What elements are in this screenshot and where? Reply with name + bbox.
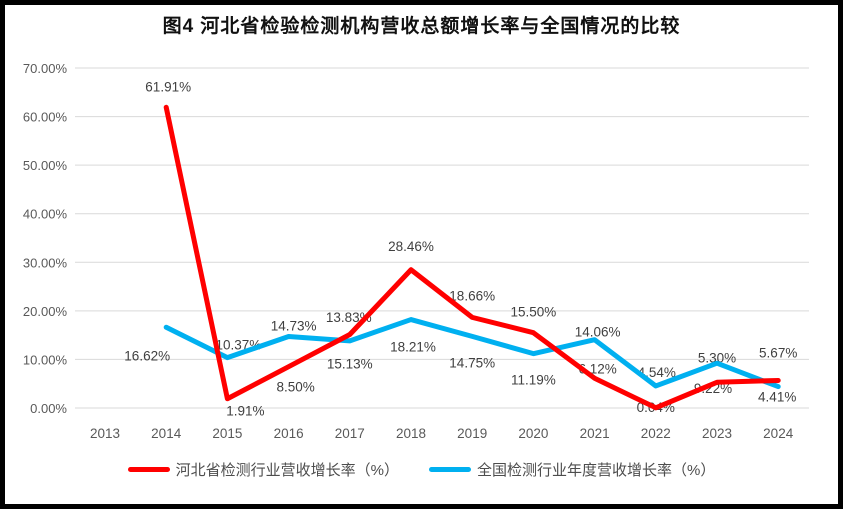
data-label: 18.66% bbox=[449, 288, 495, 303]
data-label: 4.54% bbox=[638, 365, 676, 380]
x-axis-tick: 2015 bbox=[212, 426, 242, 441]
x-axis-tick: 2018 bbox=[396, 426, 426, 441]
chart-title: 图4 河北省检验检测机构营收总额增长率与全国情况的比较 bbox=[162, 16, 681, 37]
y-axis-tick: 0.00% bbox=[30, 401, 67, 416]
x-axis-tick: 2020 bbox=[518, 426, 548, 441]
x-axis-tick: 2017 bbox=[335, 426, 365, 441]
x-axis-tick: 2024 bbox=[763, 426, 794, 441]
data-label: 61.91% bbox=[145, 79, 191, 94]
data-label: 9.22% bbox=[694, 381, 732, 396]
y-axis-tick: 50.00% bbox=[23, 158, 68, 173]
legend-label-national: 全国检测行业年度营收增长率（%） bbox=[477, 461, 716, 479]
data-label: 15.13% bbox=[327, 357, 373, 372]
y-axis-tick: 40.00% bbox=[23, 207, 68, 222]
data-label: 11.19% bbox=[511, 373, 556, 388]
x-axis-tick: 2016 bbox=[274, 426, 304, 441]
data-label: 8.50% bbox=[276, 380, 314, 395]
y-axis-tick: 20.00% bbox=[23, 304, 68, 319]
legend: 河北省检测行业营收增长率（%） 全国检测行业年度营收增长率（%） bbox=[0, 456, 843, 482]
y-axis-tick: 10.00% bbox=[23, 352, 68, 367]
legend-label-hebei: 河北省检测行业营收增长率（%） bbox=[175, 461, 399, 479]
data-label: 16.62% bbox=[124, 348, 170, 363]
y-axis-tick: 70.00% bbox=[23, 61, 68, 76]
data-label: 15.50% bbox=[511, 305, 557, 320]
series-line-hebei bbox=[163, 104, 781, 411]
data-label: 1.91% bbox=[226, 404, 264, 419]
x-axis-tick: 2022 bbox=[641, 426, 671, 441]
data-label: 18.21% bbox=[390, 340, 436, 355]
data-label: 5.30% bbox=[698, 350, 736, 365]
y-axis-tick: 30.00% bbox=[23, 255, 68, 270]
data-label: 4.41% bbox=[758, 390, 796, 405]
x-axis-tick: 2021 bbox=[580, 426, 610, 441]
x-axis-tick: 2023 bbox=[702, 426, 732, 441]
legend-item-national: 全国检测行业年度营收增长率（%） bbox=[429, 459, 715, 480]
data-label: 5.67% bbox=[759, 345, 797, 360]
data-label: 14.75% bbox=[449, 355, 495, 370]
x-axis-tick: 2014 bbox=[151, 426, 182, 441]
series-line-national bbox=[163, 317, 781, 390]
x-axis-tick: 2013 bbox=[90, 426, 120, 441]
legend-swatch-hebei-line bbox=[127, 466, 170, 472]
data-label: 14.73% bbox=[271, 318, 317, 333]
legend-swatch-national-line bbox=[429, 466, 471, 472]
data-label: 14.06% bbox=[575, 325, 621, 340]
y-axis-tick: 60.00% bbox=[23, 110, 68, 125]
data-label: 28.46% bbox=[388, 239, 434, 254]
x-axis-tick: 2019 bbox=[457, 426, 487, 441]
legend-item-hebei: 河北省检测行业营收增长率（%） bbox=[127, 459, 399, 480]
